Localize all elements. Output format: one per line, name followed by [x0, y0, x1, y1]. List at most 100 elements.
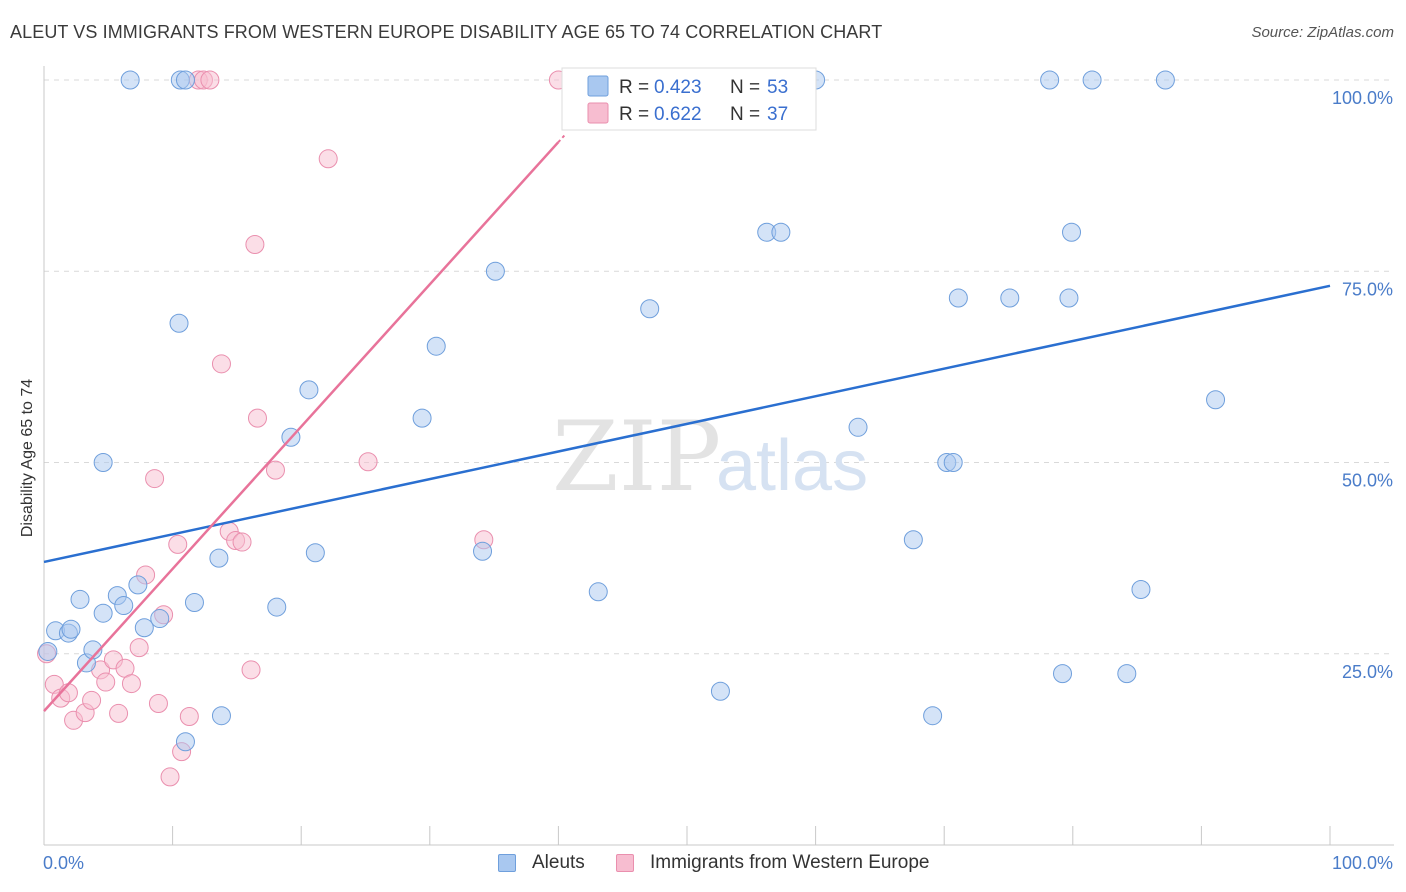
immigrants-point-36	[200, 70, 220, 90]
immigrants-point-16	[148, 693, 168, 713]
watermark: ZIP atlas	[552, 401, 868, 513]
legend-r-value-immigrants: 0.622	[654, 104, 702, 125]
aleuts-point-45	[120, 70, 140, 90]
immigrants-point-28	[241, 660, 261, 680]
immigrants-point-12	[121, 674, 141, 694]
legend-swatch-aleuts	[587, 75, 609, 97]
aleuts-point-10	[128, 575, 148, 595]
immigrants-point-26	[245, 234, 265, 254]
legend-n-value-aleuts: 53	[767, 77, 788, 98]
aleuts-point-17	[267, 597, 287, 617]
aleuts-point-4	[70, 589, 90, 609]
watermark-atlas: atlas	[716, 426, 868, 506]
aleuts-point-27	[710, 681, 730, 701]
legend-label-immigrants: Immigrants from Western Europe	[650, 852, 930, 873]
correlation-legend: R = 0.423 N = 53 R = 0.622 N = 37	[561, 67, 817, 131]
immigrants-point-21	[179, 706, 199, 726]
aleuts-points	[38, 70, 1226, 752]
aleuts-point-21	[412, 408, 432, 428]
source-label: Source: ZipAtlas.com	[1251, 24, 1394, 41]
immigrants-point-30	[318, 149, 338, 169]
series-legend: Aleuts Immigrants from Western Europe	[0, 852, 1406, 878]
aleuts-point-34	[943, 453, 963, 472]
aleuts-point-23	[473, 541, 493, 561]
legend-swatch-immigrants-bottom	[616, 854, 634, 872]
aleuts-point-40	[1117, 664, 1137, 684]
gridlines	[44, 79, 1394, 655]
immigrants-trend-line	[43, 141, 560, 712]
aleuts-point-51	[1082, 70, 1102, 90]
aleuts-point-41	[1131, 579, 1151, 599]
immigrants-trend-line-extension	[557, 132, 567, 143]
aleuts-point-24	[485, 261, 505, 281]
aleuts-point-50	[1040, 70, 1060, 90]
aleuts-point-11	[134, 618, 154, 638]
immigrants-point-18	[160, 767, 180, 787]
immigrants-points	[37, 70, 568, 787]
legend-swatch-aleuts-bottom	[498, 854, 516, 872]
immigrants-point-8	[96, 672, 116, 692]
aleuts-point-39	[1053, 664, 1073, 684]
aleuts-point-26	[640, 299, 660, 319]
aleuts-point-37	[1059, 288, 1079, 308]
chart-title: ALEUT VS IMMIGRANTS FROM WESTERN EUROPE …	[10, 22, 883, 42]
legend-item-aleuts: Aleuts	[498, 852, 585, 874]
aleuts-point-30	[848, 417, 868, 437]
aleuts-point-19	[299, 380, 319, 400]
aleuts-point-43	[93, 453, 113, 472]
aleuts-point-9	[114, 596, 134, 616]
aleuts-point-36	[1000, 288, 1020, 308]
legend-n-value-immigrants: 37	[767, 104, 788, 125]
aleuts-point-52	[1155, 70, 1175, 90]
y-tick-label-1: 50.0%	[1342, 471, 1393, 491]
legend-n-label-aleuts: N =	[730, 77, 760, 98]
immigrants-point-13	[129, 638, 149, 658]
immigrants-point-27	[247, 408, 267, 428]
immigrants-point-31	[358, 452, 378, 472]
y-tick-labels: 25.0% 50.0% 75.0% 100.0%	[1332, 88, 1393, 682]
aleuts-point-38	[1062, 222, 1082, 242]
legend-swatch-immigrants	[587, 102, 609, 124]
aleuts-point-12	[150, 609, 170, 629]
aleuts-point-15	[209, 548, 229, 568]
aleuts-point-3	[61, 619, 81, 639]
aleuts-point-7	[93, 603, 113, 623]
y-tick-label-0: 25.0%	[1342, 662, 1393, 682]
legend-label-aleuts: Aleuts	[532, 852, 585, 873]
aleuts-point-20	[305, 543, 325, 563]
immigrants-point-10	[109, 703, 129, 723]
immigrants-point-22	[211, 354, 231, 374]
axes	[43, 66, 1394, 846]
immigrants-point-25	[232, 532, 252, 552]
aleuts-trend-line	[43, 284, 1331, 564]
x-tick-label-max: 100.0%	[1332, 853, 1393, 873]
immigrants-point-6	[82, 690, 102, 710]
watermark-zip: ZIP	[552, 401, 721, 513]
aleuts-point-13	[175, 732, 195, 752]
aleuts-point-29	[771, 222, 791, 242]
aleuts-point-22	[426, 336, 446, 356]
legend-n-label-immigrants: N =	[730, 104, 760, 125]
immigrants-point-19	[168, 534, 188, 554]
aleuts-point-0	[38, 641, 58, 661]
aleuts-point-47	[175, 70, 195, 90]
trend-lines	[43, 132, 1331, 712]
aleuts-point-32	[923, 706, 943, 726]
aleuts-point-35	[948, 288, 968, 308]
y-tick-label-2: 75.0%	[1342, 279, 1393, 299]
aleuts-point-25	[588, 582, 608, 602]
legend-r-label-immigrants: R =	[619, 104, 649, 125]
aleuts-point-14	[184, 592, 204, 612]
aleuts-point-31	[903, 530, 923, 550]
legend-r-label-aleuts: R =	[619, 77, 649, 98]
y-tick-label-3: 100.0%	[1332, 88, 1393, 108]
legend-r-value-aleuts: 0.423	[654, 77, 702, 98]
aleuts-point-16	[211, 706, 231, 726]
aleuts-point-42	[1206, 390, 1226, 410]
legend-item-immigrants: Immigrants from Western Europe	[616, 852, 929, 874]
immigrants-point-29	[265, 460, 285, 480]
immigrants-point-15	[145, 469, 165, 489]
x-tick-label-min: 0.0%	[43, 853, 84, 873]
aleuts-point-44	[169, 313, 189, 333]
